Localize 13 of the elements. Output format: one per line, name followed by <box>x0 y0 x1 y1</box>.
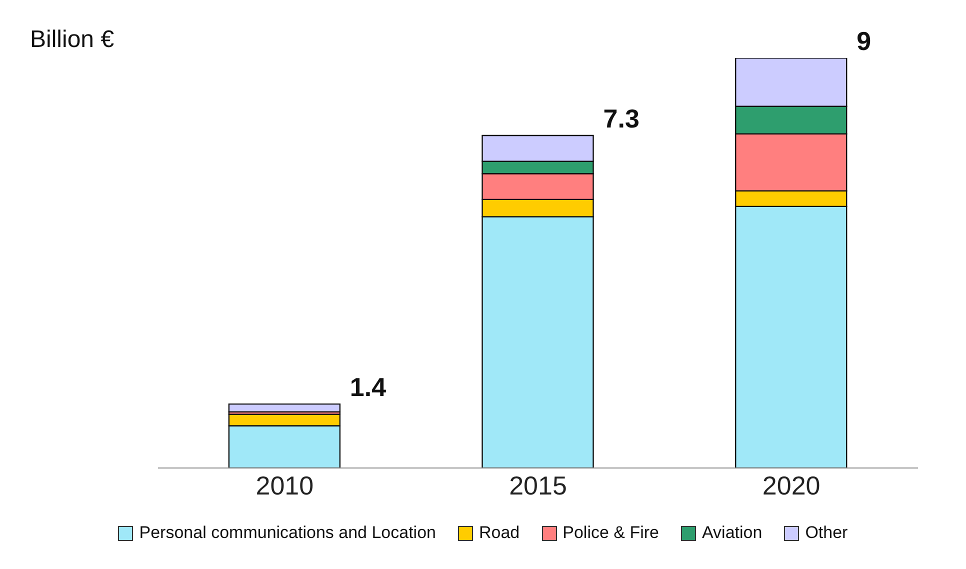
legend-label: Road <box>478 523 520 543</box>
y-axis-title: Billion € <box>30 26 114 54</box>
legend-label: Police & Fire <box>562 523 660 543</box>
legend-label: Aviation <box>701 523 762 543</box>
legend-label: Personal communications and Location <box>138 523 436 543</box>
bar <box>228 403 341 412</box>
x-tick-label: 2020 <box>762 470 820 500</box>
legend-label: Other <box>804 523 848 543</box>
x-tick-label: 2015 <box>509 470 567 500</box>
annotation: 1.4 <box>350 372 387 402</box>
text: 9 <box>856 26 872 56</box>
annotation: 7.3 <box>603 103 640 134</box>
x-tick-label: 2010 <box>256 470 314 500</box>
